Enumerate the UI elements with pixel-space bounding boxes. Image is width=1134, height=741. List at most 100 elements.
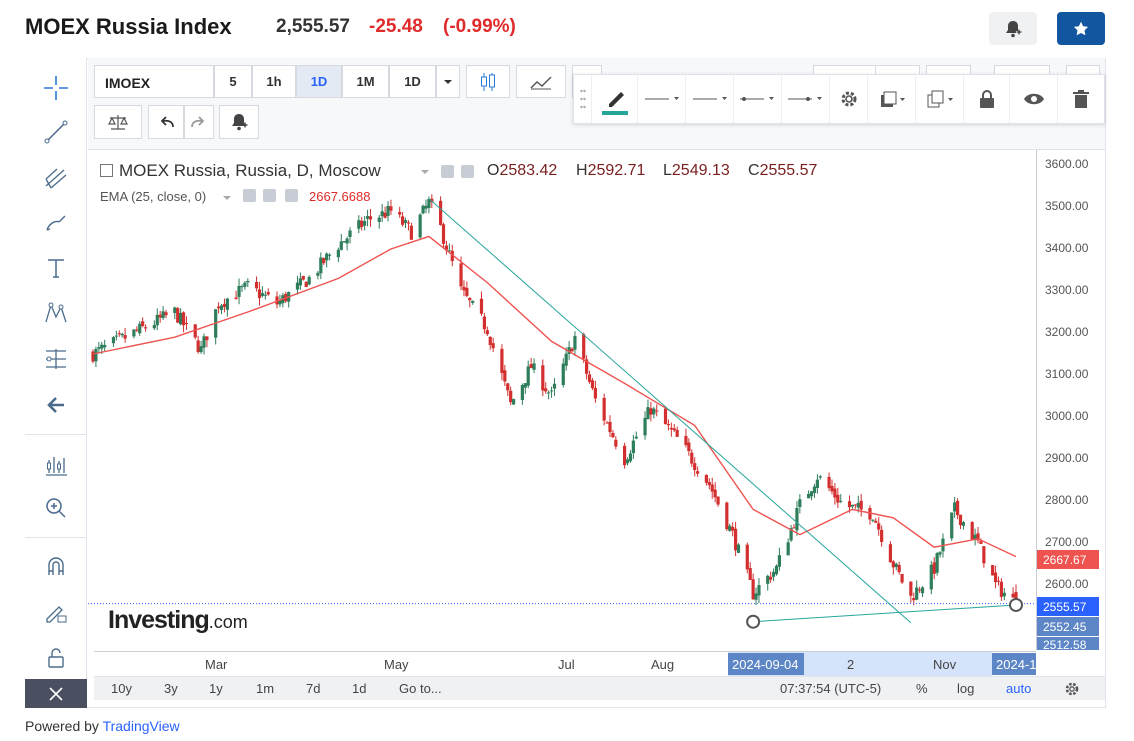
tradingview-link[interactable]: TradingView	[102, 718, 180, 734]
candle-body	[111, 337, 116, 344]
candle-body	[246, 280, 250, 283]
interval-5[interactable]: 5	[214, 65, 252, 98]
legend-caret-icon[interactable]	[420, 168, 430, 176]
candle-body	[266, 292, 270, 295]
lock-drawings-button[interactable]	[39, 595, 73, 629]
candle-body	[152, 325, 156, 329]
range-1m[interactable]: 1m	[256, 681, 275, 696]
clone-button[interactable]	[916, 75, 964, 123]
undo-button[interactable]	[148, 105, 184, 139]
ema-eye-icon[interactable]	[243, 189, 256, 202]
scales-icon	[108, 115, 128, 130]
watchlist-star-button[interactable]	[1057, 12, 1105, 45]
powered-by-label: Powered by	[25, 718, 99, 734]
hide-drawing-button[interactable]	[1010, 75, 1058, 123]
gear-icon[interactable]	[1064, 681, 1080, 697]
bell-plus-icon	[1006, 20, 1022, 37]
back-button[interactable]	[39, 388, 73, 422]
brush-tool-button[interactable]	[39, 206, 73, 240]
candle-body	[363, 221, 367, 226]
eye-toggle-icon[interactable]	[441, 165, 454, 178]
alert-button[interactable]	[219, 105, 259, 139]
trendline-tool-button[interactable]	[39, 115, 73, 149]
candle-body	[874, 520, 878, 523]
candle-body	[675, 429, 679, 437]
candle-body	[216, 306, 221, 309]
magnet-tool-button[interactable]	[39, 550, 73, 584]
line-start-button[interactable]	[734, 75, 782, 123]
indicators-tool-button[interactable]	[39, 448, 73, 482]
drag-handle[interactable]	[574, 75, 592, 123]
range-7d[interactable]: 7d	[306, 681, 321, 696]
interval-dropdown[interactable]	[436, 65, 460, 98]
add-alert-button[interactable]	[989, 12, 1037, 45]
open-label: O	[487, 162, 500, 179]
candles-style-button[interactable]	[466, 65, 510, 98]
line-width-button[interactable]	[638, 75, 686, 123]
interval-custom[interactable]: 1D	[389, 65, 436, 98]
line-style-button[interactable]	[686, 75, 734, 123]
ema-caret-icon[interactable]	[222, 194, 232, 202]
candle-body	[751, 579, 755, 600]
trendline	[753, 604, 1017, 623]
percent-scale-toggle[interactable]: %	[916, 681, 928, 696]
logo-main: Investing	[108, 606, 210, 634]
candle-body	[912, 598, 916, 601]
range-10y[interactable]: 10y	[111, 681, 132, 696]
compare-button[interactable]	[516, 65, 566, 98]
fib-tool-button[interactable]	[39, 161, 73, 195]
candle-body	[155, 314, 159, 326]
range-1d[interactable]: 1d	[352, 681, 367, 696]
price-chart[interactable]	[88, 150, 1036, 651]
interval-1h[interactable]: 1h	[252, 65, 296, 98]
candle-body	[1011, 593, 1015, 598]
text-tool-button[interactable]	[39, 251, 73, 285]
interval-1m[interactable]: 1M	[342, 65, 389, 98]
crosshair-tool-button[interactable]	[39, 71, 73, 105]
candle-body	[322, 257, 326, 264]
lock-drawing-button[interactable]	[964, 75, 1010, 123]
ema-price-label: 2667.67	[1037, 550, 1099, 569]
series-settings-icon[interactable]	[461, 165, 474, 178]
drawing-settings-button[interactable]	[830, 75, 868, 123]
candle-body	[552, 383, 557, 389]
price-axis[interactable]: 3600.00 3500.00 3400.00 3300.00 3200.00 3100.…	[1036, 150, 1105, 650]
candle-body	[900, 573, 904, 583]
compare-scales-button[interactable]	[94, 105, 142, 139]
clock-timezone[interactable]: 07:37:54 (UTC-5)	[780, 681, 882, 696]
collapse-toolbar-button[interactable]	[25, 679, 87, 708]
candle-body	[909, 581, 913, 596]
measure-tool-button[interactable]	[39, 342, 73, 376]
candle-body	[336, 249, 340, 258]
high-label: H	[576, 162, 588, 179]
price-tick-label: 3400.00	[1045, 241, 1089, 255]
range-3y[interactable]: 3y	[164, 681, 178, 696]
pattern-tool-button[interactable]	[39, 296, 73, 330]
unlock-button[interactable]	[39, 641, 73, 675]
go-to-date-button[interactable]: Go to...	[399, 681, 442, 696]
candle-body	[547, 392, 551, 394]
interval-1d[interactable]: 1D	[296, 65, 342, 98]
candle-body	[114, 335, 118, 337]
candle-body	[403, 220, 408, 223]
trendline	[428, 198, 912, 624]
candle-body	[935, 553, 939, 573]
candle-body	[894, 563, 898, 568]
line-end-button[interactable]	[782, 75, 830, 123]
log-scale-toggle[interactable]: log	[957, 681, 975, 696]
redo-button[interactable]	[184, 105, 214, 139]
zoom-tool-button[interactable]	[39, 491, 73, 525]
candle-body	[471, 300, 475, 303]
candle-body	[713, 489, 717, 498]
delete-drawing-button[interactable]	[1058, 75, 1104, 123]
ema-settings-icon[interactable]	[263, 189, 276, 202]
auto-scale-toggle[interactable]: auto	[1006, 681, 1032, 696]
time-axis[interactable]: Mar May Jul Aug 2 Nov 2024-09-04 2024-1	[94, 651, 1036, 676]
symbol-input[interactable]: IMOEX	[94, 65, 214, 98]
range-1y[interactable]: 1y	[209, 681, 223, 696]
visual-order-button[interactable]	[868, 75, 916, 123]
line-color-button[interactable]	[592, 75, 638, 123]
collapse-legend-icon[interactable]	[100, 164, 113, 177]
candle-body	[295, 282, 300, 290]
ema-remove-icon[interactable]	[285, 189, 298, 202]
